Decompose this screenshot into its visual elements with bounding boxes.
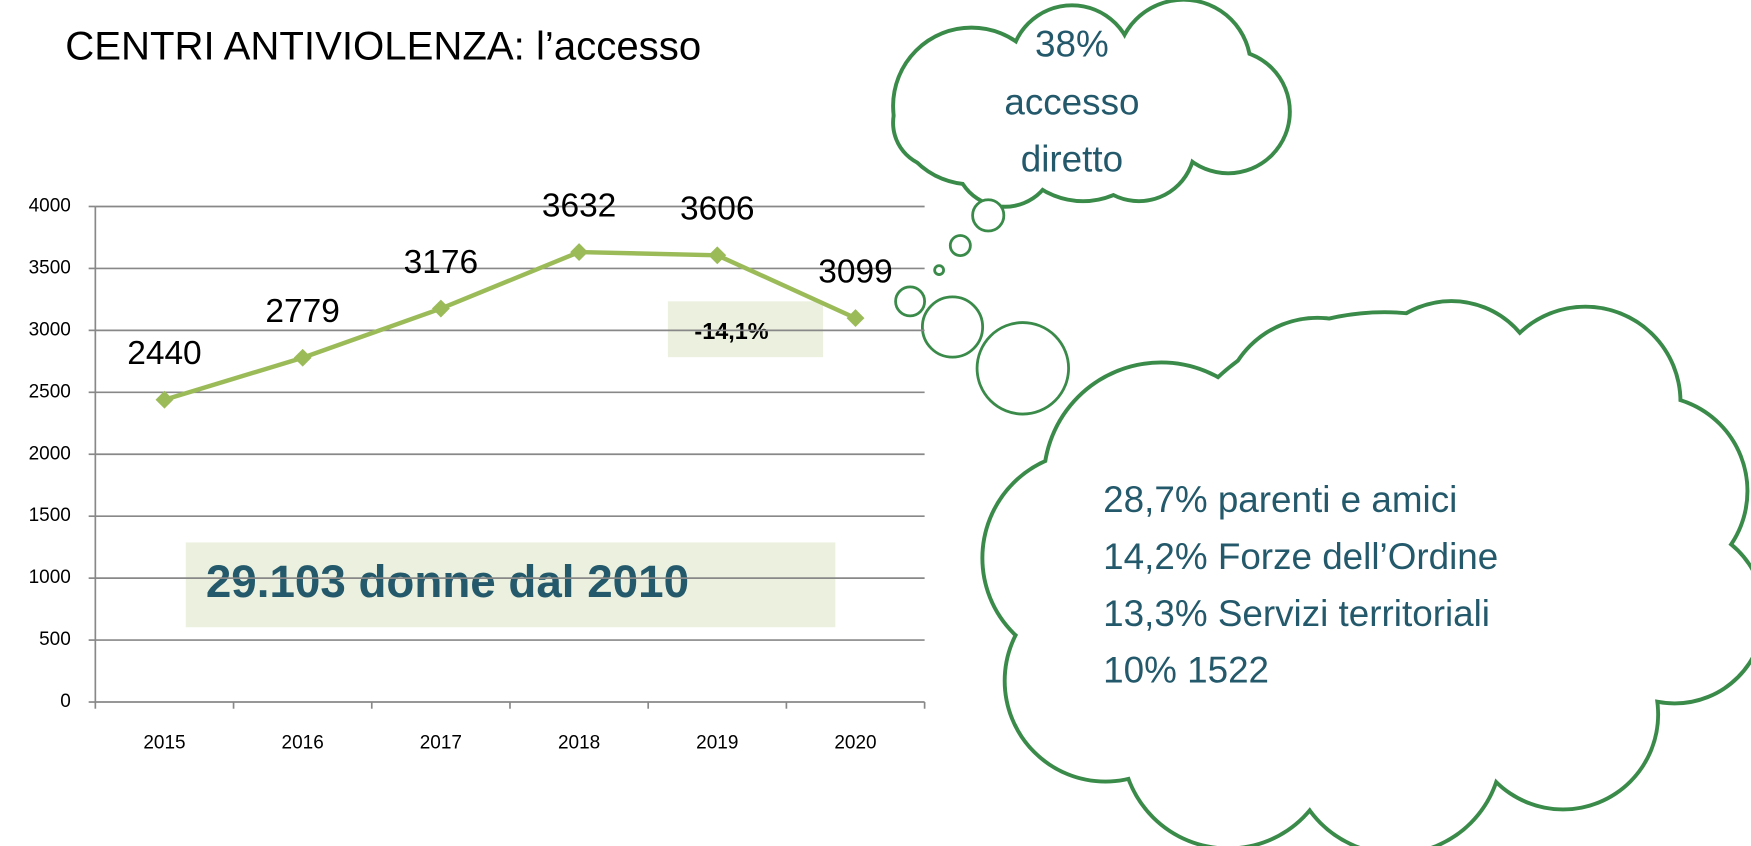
y-tick-label: 2500 bbox=[29, 381, 71, 402]
thought-bubble bbox=[933, 264, 945, 276]
cloud-fill bbox=[895, 79, 981, 166]
cloud-fill bbox=[1140, 314, 1629, 802]
x-tick-label: 2015 bbox=[143, 732, 185, 753]
callout-text: 10% 1522 bbox=[1103, 650, 1269, 691]
y-tick-label: 0 bbox=[60, 691, 71, 712]
x-tick-label: 2020 bbox=[834, 732, 876, 753]
y-tick-label: 3000 bbox=[29, 319, 71, 340]
callout-text: accesso bbox=[1004, 82, 1139, 123]
marker bbox=[155, 390, 174, 409]
cloud-fill bbox=[1168, 51, 1288, 172]
data-label: 2779 bbox=[265, 293, 339, 330]
data-label: 3176 bbox=[404, 244, 478, 281]
y-tick-label: 4000 bbox=[29, 195, 71, 216]
marker bbox=[570, 243, 589, 261]
y-tick-label: 1500 bbox=[29, 505, 71, 526]
thought-bubble bbox=[971, 198, 1006, 233]
data-label: 3606 bbox=[680, 190, 754, 227]
marker bbox=[431, 299, 450, 318]
callout-text: diretto bbox=[1021, 139, 1123, 180]
callout-text: 13,3% Servizi territoriali bbox=[1103, 593, 1490, 634]
callout-text: 38% bbox=[1035, 24, 1109, 65]
x-tick-label: 2019 bbox=[696, 732, 738, 753]
thought-bubble bbox=[894, 285, 927, 318]
y-tick-label: 500 bbox=[39, 629, 71, 650]
annotation-box bbox=[185, 542, 836, 628]
cloud-fill bbox=[1006, 46, 1160, 200]
thought-bubble bbox=[975, 321, 1070, 416]
marker bbox=[293, 348, 312, 367]
x-tick-label: 2016 bbox=[282, 732, 324, 753]
callout-text: 28,7% parenti e amici bbox=[1103, 479, 1457, 520]
thought-bubble bbox=[948, 234, 972, 257]
y-tick-label: 2000 bbox=[29, 443, 71, 464]
x-tick-label: 2018 bbox=[558, 732, 600, 753]
y-tick-label: 1000 bbox=[29, 567, 71, 588]
x-tick-label: 2017 bbox=[420, 732, 462, 753]
annotation-box bbox=[667, 301, 824, 358]
annotation: 29.103 donne dal 2010 bbox=[206, 556, 689, 607]
data-label: 3632 bbox=[542, 187, 616, 224]
marker bbox=[846, 309, 865, 328]
thought-bubble bbox=[920, 295, 985, 359]
callout-text: 14,2% Forze dell’Ordine bbox=[1103, 536, 1498, 577]
clouds bbox=[891, 0, 1751, 846]
data-label: 2440 bbox=[127, 335, 201, 372]
chart-title: CENTRI ANTIVIOLENZA: l’accesso bbox=[65, 24, 701, 69]
line bbox=[163, 249, 857, 402]
marker bbox=[708, 246, 727, 265]
data-label: 3099 bbox=[818, 253, 892, 290]
y-tick-label: 3500 bbox=[29, 257, 71, 278]
